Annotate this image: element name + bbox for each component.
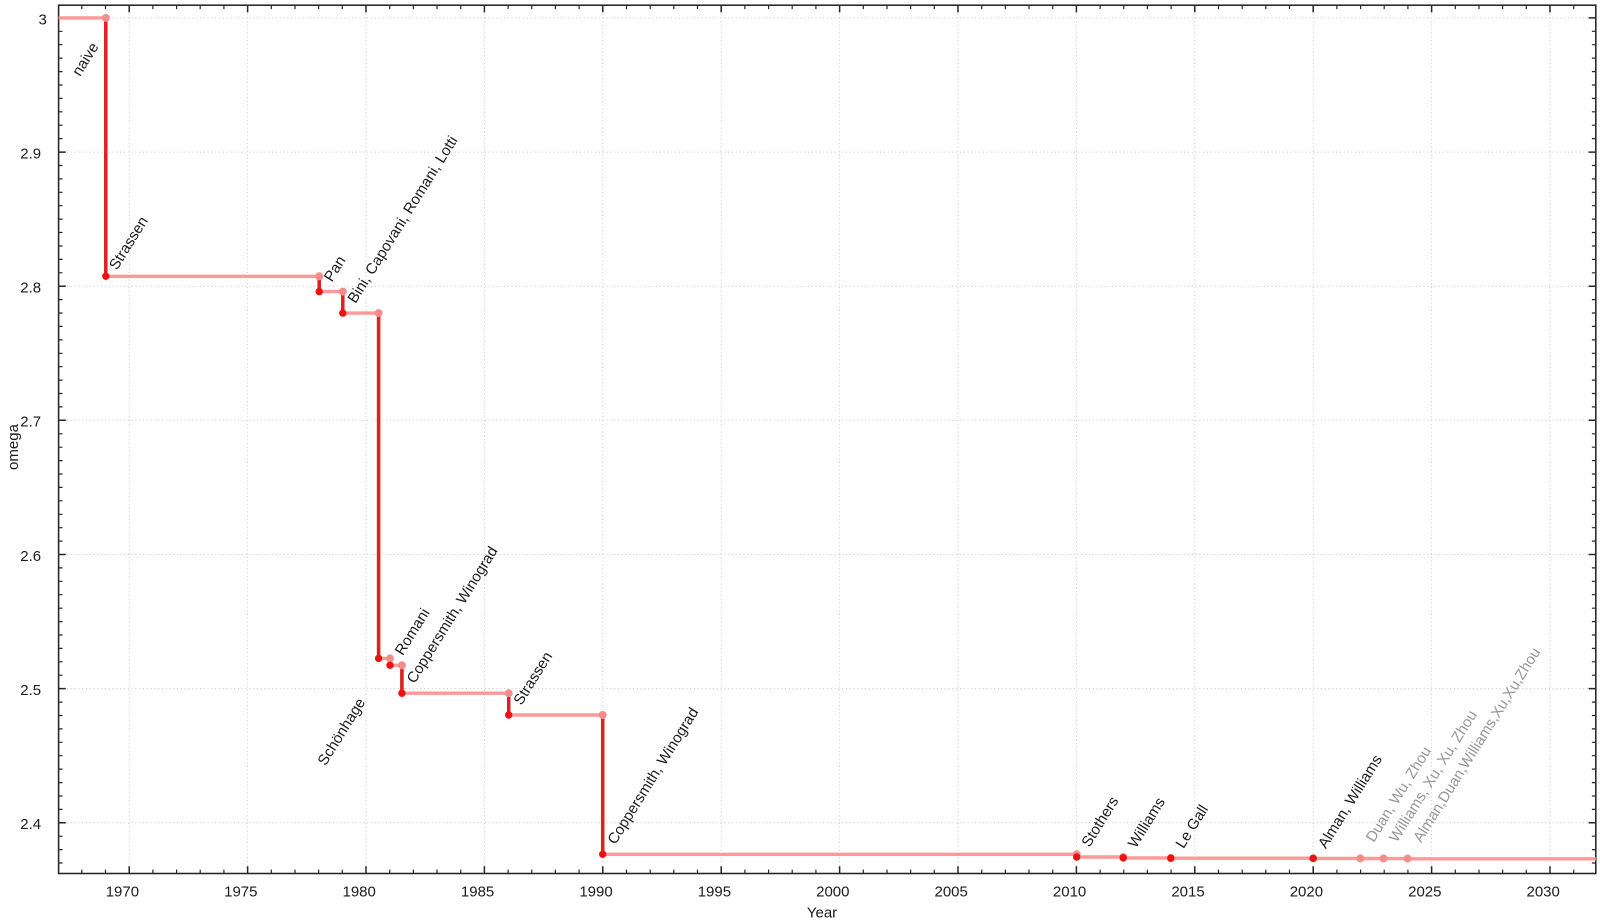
- svg-text:Year: Year: [807, 905, 837, 920]
- svg-text:2.9: 2.9: [20, 146, 41, 163]
- svg-text:1995: 1995: [698, 883, 731, 900]
- svg-text:1980: 1980: [343, 883, 376, 900]
- svg-text:2.5: 2.5: [20, 682, 41, 699]
- svg-text:2010: 2010: [1053, 883, 1086, 900]
- svg-text:omega: omega: [5, 423, 22, 470]
- svg-text:2.4: 2.4: [20, 816, 41, 833]
- svg-text:1985: 1985: [461, 883, 494, 900]
- svg-text:3: 3: [38, 11, 46, 28]
- svg-text:2.7: 2.7: [20, 414, 41, 431]
- svg-text:2005: 2005: [935, 883, 968, 900]
- svg-text:2000: 2000: [816, 883, 849, 900]
- svg-text:2.6: 2.6: [20, 548, 41, 565]
- svg-text:2015: 2015: [1171, 883, 1204, 900]
- svg-text:1970: 1970: [106, 883, 139, 900]
- svg-text:2.8: 2.8: [20, 280, 41, 297]
- svg-text:2030: 2030: [1527, 883, 1560, 900]
- svg-text:2025: 2025: [1408, 883, 1441, 900]
- svg-text:1990: 1990: [579, 883, 612, 900]
- svg-text:2020: 2020: [1290, 883, 1323, 900]
- svg-text:1975: 1975: [224, 883, 257, 900]
